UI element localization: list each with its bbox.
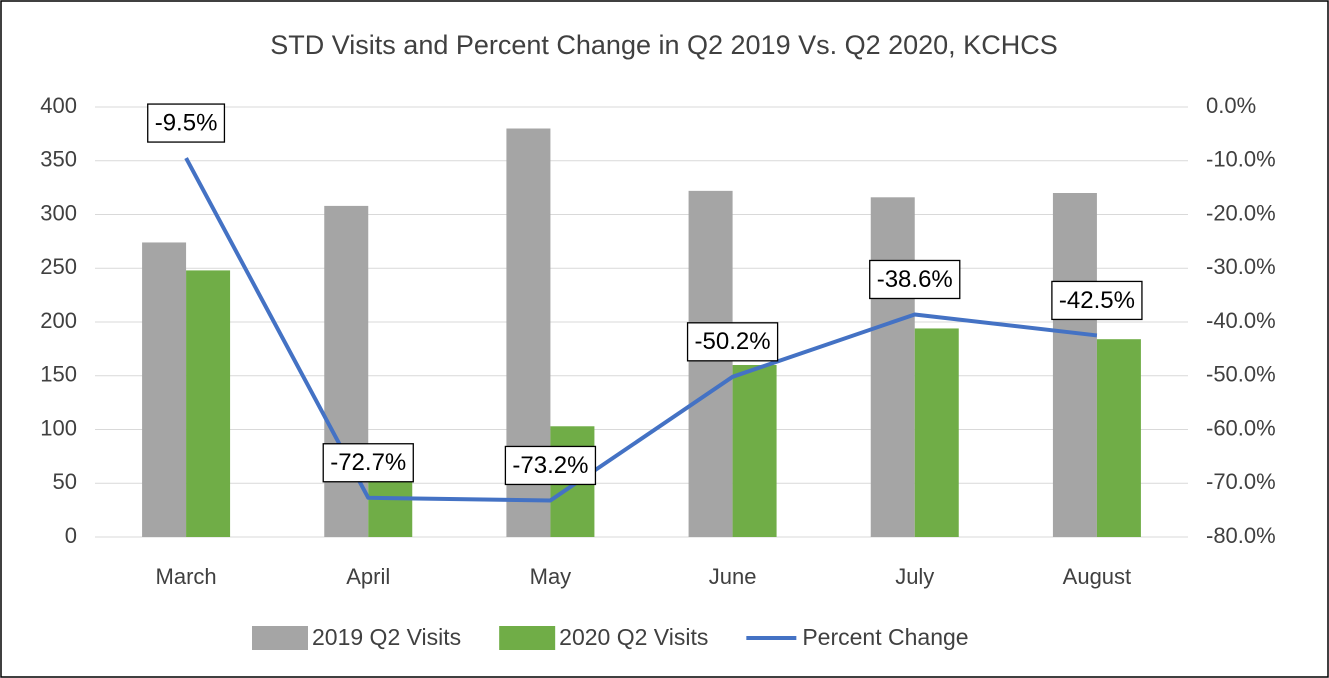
bar [914,328,959,537]
x-tick-label: March [156,564,217,589]
y2-tick-label: -20.0% [1206,200,1276,225]
bar [732,365,777,537]
legend-label: 2019 Q2 Visits [312,624,461,650]
data-label-box [504,445,597,486]
y-tick-label: 250 [40,254,77,279]
y-tick-label: 150 [40,362,77,387]
y2-tick-label: -30.0% [1206,254,1276,279]
line [184,157,1098,503]
x-tick-label: July [895,564,934,589]
y2-tick-label: -80.0% [1206,523,1276,548]
bar [1052,193,1097,537]
legend-label: 2020 Q2 Visits [559,624,708,650]
y-tick-label: 100 [40,415,77,440]
data-label-box [686,322,779,362]
x-tick-label: August [1063,564,1132,589]
legend-swatch [252,626,308,650]
bar [186,270,231,537]
y2-tick-label: -70.0% [1206,469,1276,494]
x-tick-label: May [530,564,572,589]
chart-title: STD Visits and Percent Change in Q2 2019… [270,30,1057,60]
data-label-box [322,443,414,483]
y2-tick-label: -40.0% [1206,308,1276,333]
data-label-box [1051,280,1143,321]
y-tick-label: 400 [40,93,77,118]
data-label: -50.2% [695,328,771,355]
x-tick-label: April [346,564,390,589]
data-label: -73.2% [512,452,588,479]
bar [870,197,915,538]
data-label-box [147,103,226,143]
data-label: -9.5% [155,109,218,136]
y-tick-label: 300 [40,200,77,225]
y2-tick-label: -10.0% [1206,147,1276,172]
y-tick-label: 50 [53,469,77,494]
data-label: -72.7% [330,449,406,476]
y-tick-label: 0 [65,523,77,548]
data-label: -38.6% [877,266,953,293]
y-tick-label: 200 [40,308,77,333]
bar [142,242,187,537]
x-tick-label: June [709,564,757,589]
bar [1096,339,1141,537]
bar [688,190,733,537]
y2-tick-label: -50.0% [1206,362,1276,387]
legend-swatch [499,626,556,650]
y2-tick-label: 0.0% [1206,93,1256,118]
data-label-box [869,259,961,300]
y-tick-label: 350 [40,147,77,172]
data-label: -42.5% [1059,287,1135,314]
legend-label: Percent Change [802,624,968,650]
y2-tick-label: -60.0% [1206,415,1276,440]
